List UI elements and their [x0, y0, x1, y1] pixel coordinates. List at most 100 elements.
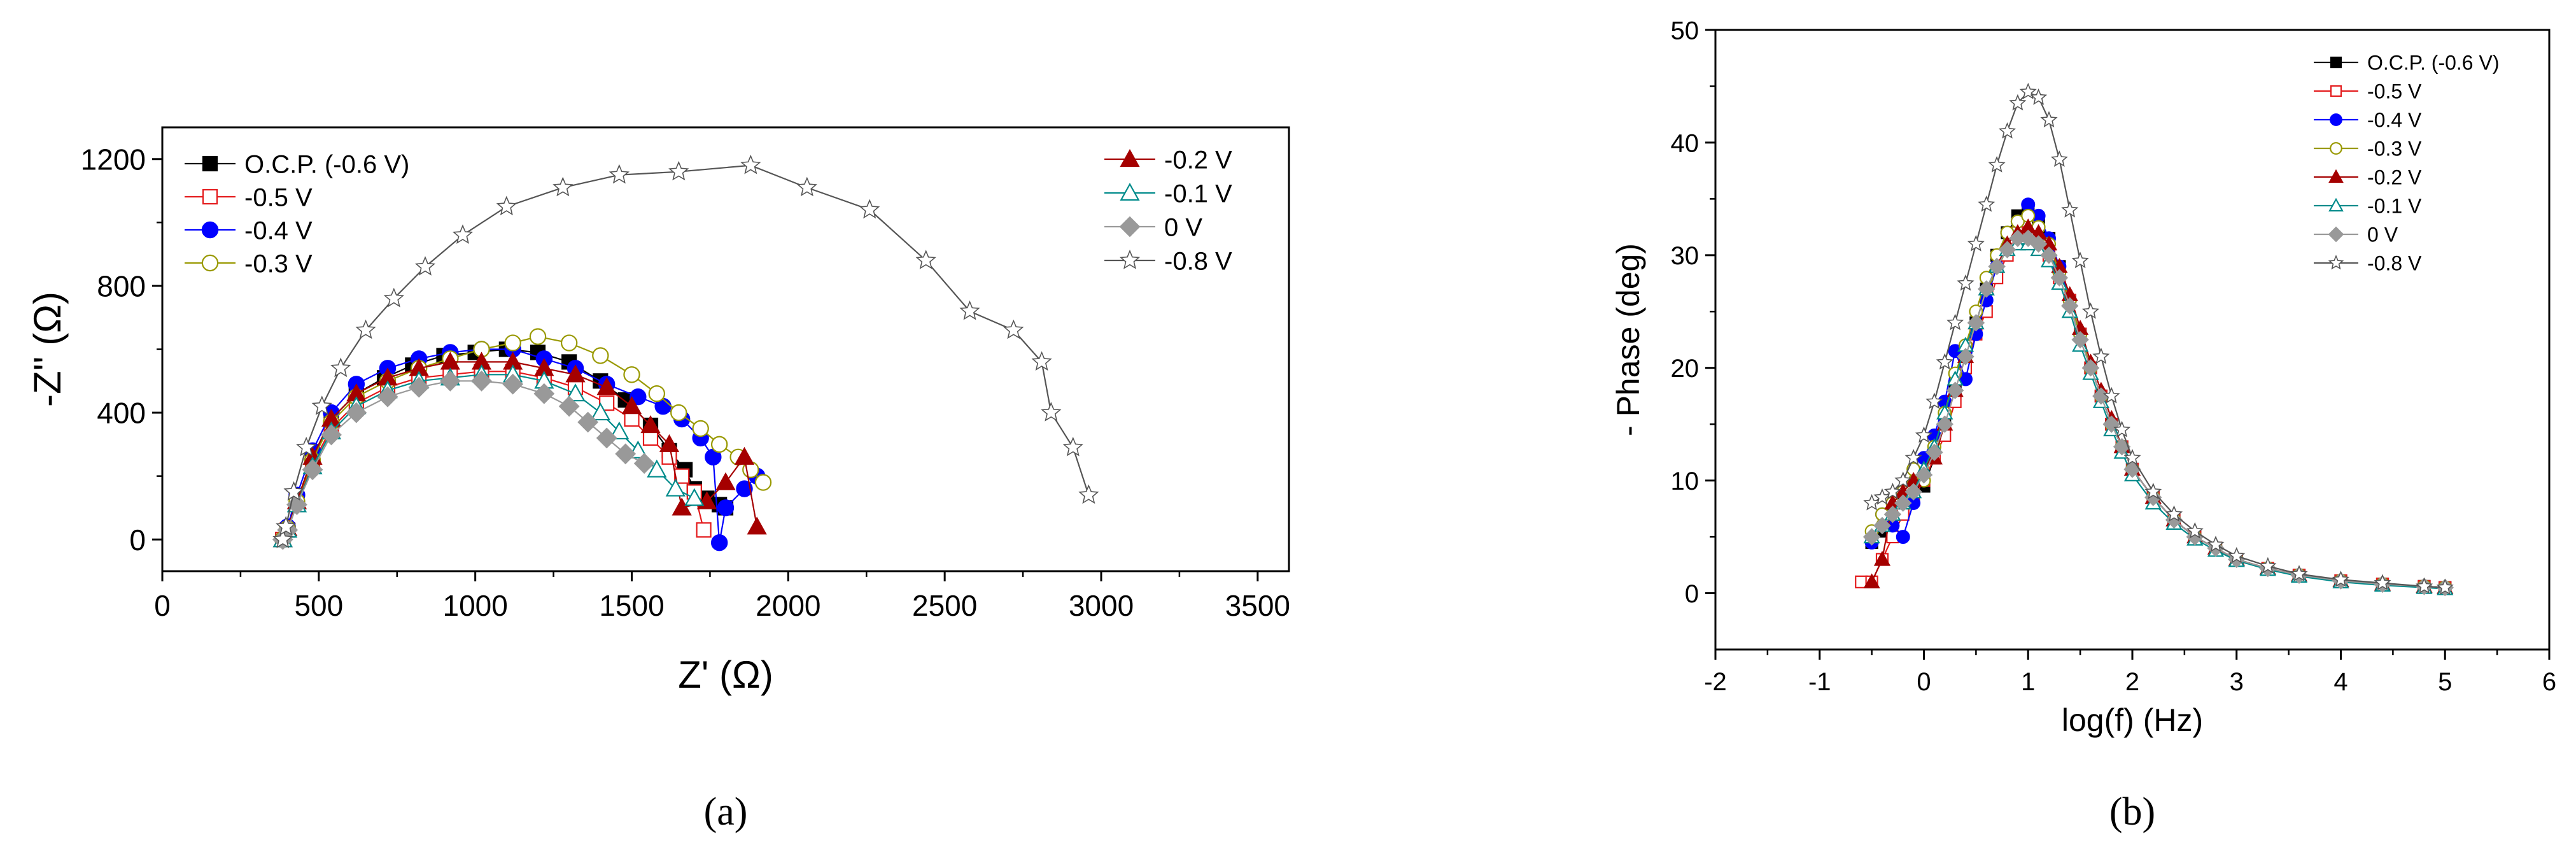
series-7: [1863, 83, 2454, 595]
data-point: [2050, 150, 2068, 167]
data-point: [1946, 381, 1964, 399]
x-axis-label: log(f) (Hz): [2062, 702, 2203, 738]
series-line: [1871, 238, 2446, 588]
legend-entry: -0.4 V: [2314, 109, 2422, 132]
y-tick-label: 30: [1671, 242, 1700, 270]
legend-entry: O.C.P. (-0.6 V): [2314, 52, 2499, 75]
data-point: [414, 256, 436, 276]
data-point: [565, 364, 586, 383]
data-point: [747, 516, 767, 535]
data-point: [1925, 443, 1943, 462]
data-point: [2009, 94, 2027, 111]
data-point: [2332, 571, 2350, 587]
data-point: [1078, 484, 1099, 504]
x-tick-label: 1500: [599, 589, 664, 622]
legend-entry: -0.2 V: [2314, 166, 2422, 189]
legend-entry: 0 V: [2314, 224, 2398, 246]
legend-label: 0 V: [1164, 213, 1202, 241]
data-point: [633, 453, 655, 474]
x-axis-label: Z' (Ω): [678, 653, 773, 696]
x-tick-label: 0: [1917, 668, 1931, 696]
x-tick-label: 2000: [756, 589, 820, 622]
data-point: [286, 494, 307, 515]
y-tick-label: 1200: [81, 143, 146, 176]
y-tick-label: 0: [1685, 580, 1699, 608]
y-axis-label: - Phase (deg): [1610, 243, 1646, 436]
panel-b-plot: -2 -1 0 1 2 3 4 5 6 0 10 20 30 40 50 log(f) (Hz) - Phase…: [1610, 17, 2556, 834]
data-point: [609, 164, 630, 184]
legend-marker: [1120, 182, 1140, 201]
data-point: [647, 459, 667, 478]
x-tick-label: 5: [2438, 668, 2452, 696]
data-point: [1936, 353, 1953, 370]
data-point: [710, 534, 728, 551]
legend-entry: -0.8 V: [2314, 252, 2422, 275]
data-point: [915, 250, 936, 269]
panel-a-plot: 0 500 1000 1500 2000 2500 3000 3500 0 400 800 1200 Z…: [26, 126, 1290, 834]
data-point: [346, 402, 367, 423]
data-point: [796, 176, 817, 197]
y-tick-label: 20: [1671, 355, 1700, 383]
legend-marker: [2328, 226, 2344, 243]
data-point: [2290, 565, 2308, 581]
data-point: [959, 300, 980, 320]
legend-marker: [2328, 255, 2344, 270]
legend-marker: [2330, 142, 2342, 155]
data-point: [1998, 241, 2016, 259]
data-point: [355, 319, 376, 339]
data-point: [696, 522, 712, 538]
data-point: [615, 443, 637, 465]
legend-marker: [202, 155, 218, 172]
data-point: [648, 385, 666, 402]
data-point: [408, 376, 430, 398]
data-point: [330, 357, 351, 378]
legend-label: -0.5 V: [2367, 80, 2422, 103]
data-point: [2029, 235, 2048, 253]
legend-label: -0.8 V: [2367, 252, 2422, 275]
data-point: [276, 516, 297, 536]
data-point: [1873, 550, 1891, 566]
series-line: [282, 336, 764, 540]
data-point: [2071, 252, 2089, 269]
data-point: [2092, 347, 2110, 364]
data-point: [558, 395, 580, 417]
data-point: [377, 386, 398, 408]
data-point: [609, 421, 630, 440]
data-point: [2102, 387, 2120, 404]
data-point: [1883, 506, 1902, 523]
x-tick-label: 0: [154, 589, 171, 622]
legend-label: -0.3 V: [244, 250, 313, 278]
data-point: [2144, 483, 2162, 499]
data-point: [1904, 483, 1922, 501]
legend-marker: [1119, 216, 1141, 238]
data-point: [624, 411, 640, 427]
data-point: [321, 424, 342, 446]
data-point: [439, 370, 461, 392]
legend-marker: [202, 188, 218, 205]
data-point: [2436, 578, 2454, 595]
data-point: [1936, 415, 1953, 433]
data-point: [2050, 269, 2069, 287]
legend-label: -0.1 V: [2367, 195, 2422, 218]
data-point: [2113, 420, 2131, 437]
plot-frame: [1714, 29, 2551, 651]
data-point: [529, 328, 547, 345]
series-5: [1863, 235, 2454, 595]
x-tick-label: 1000: [442, 589, 507, 622]
legend-entry: -0.3 V: [2314, 138, 2422, 160]
x-tick-label: -1: [1808, 668, 1831, 696]
legend-label: -0.3 V: [2367, 138, 2422, 160]
data-point: [715, 472, 736, 490]
data-point: [2415, 577, 2433, 594]
data-point: [665, 478, 686, 497]
data-point: [1978, 195, 1995, 212]
legend-label: -0.8 V: [1164, 247, 1232, 275]
data-point: [1862, 528, 1881, 546]
legend-label: O.C.P. (-0.6 V): [2367, 52, 2499, 75]
data-point: [2081, 302, 2100, 319]
data-point: [452, 224, 474, 244]
x-tick-label: 500: [294, 589, 343, 622]
data-point: [502, 373, 524, 395]
